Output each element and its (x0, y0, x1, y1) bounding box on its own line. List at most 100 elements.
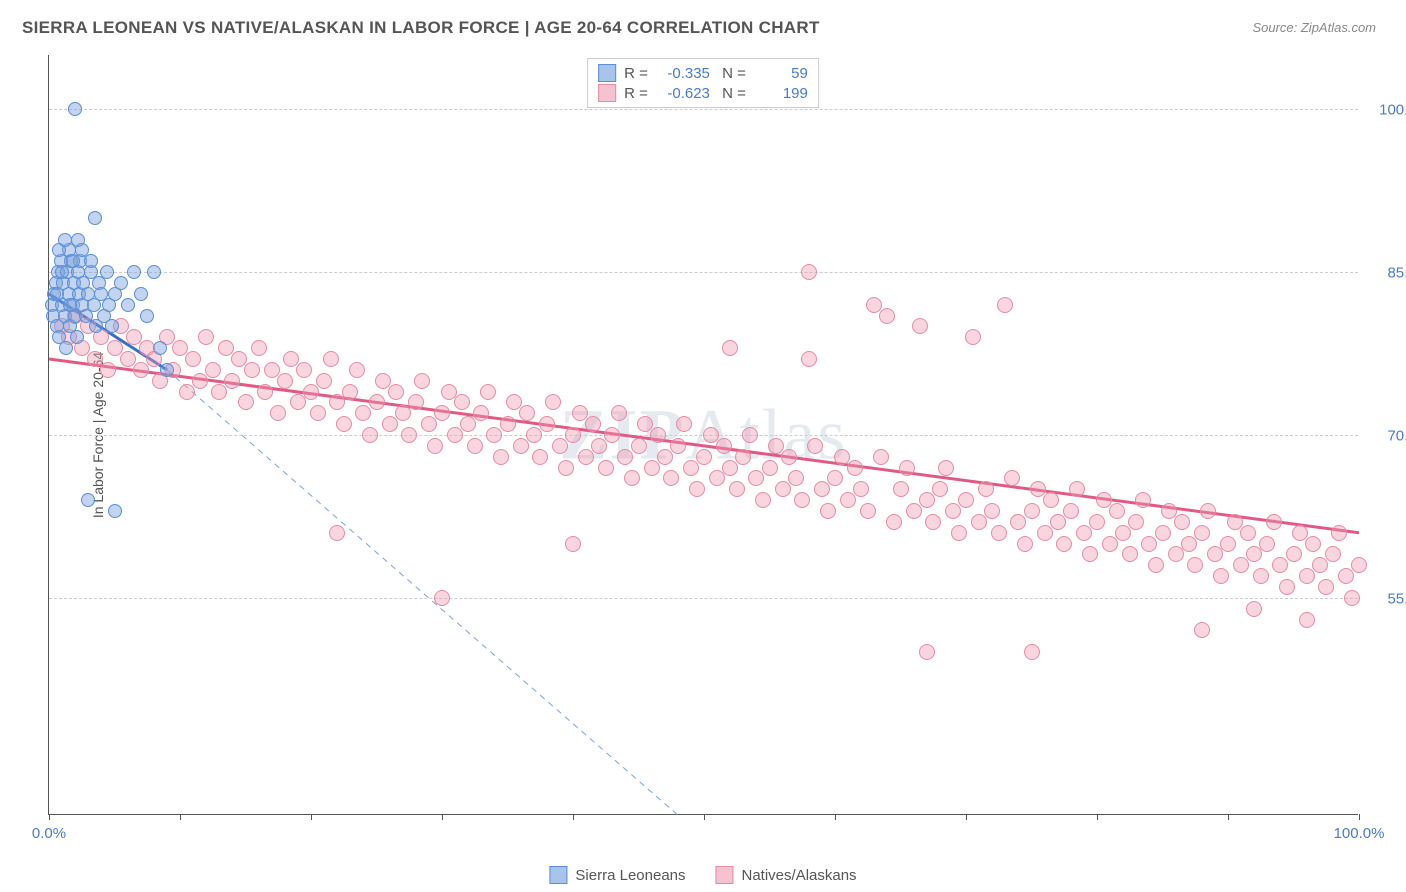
chart-title: SIERRA LEONEAN VS NATIVE/ALASKAN IN LABO… (22, 18, 820, 38)
data-point-natives (1115, 525, 1131, 541)
data-point-natives (794, 492, 810, 508)
data-point-natives (1102, 536, 1118, 552)
data-point-natives (342, 384, 358, 400)
data-point-natives (500, 416, 516, 432)
data-point-natives (198, 329, 214, 345)
data-point-natives (919, 492, 935, 508)
data-point-natives (552, 438, 568, 454)
data-point-natives (329, 525, 345, 541)
data-point-sierra (100, 265, 114, 279)
data-point-natives (211, 384, 227, 400)
data-point-natives (1168, 546, 1184, 562)
data-point-natives (598, 460, 614, 476)
data-point-natives (696, 449, 712, 465)
data-point-sierra (81, 493, 95, 507)
data-point-natives (775, 481, 791, 497)
data-point-natives (978, 481, 994, 497)
data-point-natives (827, 470, 843, 486)
x-tick-label: 100.0% (1334, 825, 1385, 842)
data-point-natives (1017, 536, 1033, 552)
data-point-natives (1299, 568, 1315, 584)
data-point-natives (644, 460, 660, 476)
data-point-natives (1253, 568, 1269, 584)
data-point-natives (879, 308, 895, 324)
data-point-sierra (70, 330, 84, 344)
data-point-sierra (140, 309, 154, 323)
data-point-natives (1128, 514, 1144, 530)
data-point-natives (1109, 503, 1125, 519)
data-point-natives (1272, 557, 1288, 573)
data-point-natives (1233, 557, 1249, 573)
data-point-natives (578, 449, 594, 465)
data-point-natives (1194, 622, 1210, 638)
data-point-natives (807, 438, 823, 454)
data-point-natives (486, 427, 502, 443)
data-point-natives (1141, 536, 1157, 552)
data-point-natives (650, 427, 666, 443)
data-point-natives (965, 329, 981, 345)
data-point-natives (1344, 590, 1360, 606)
swatch-natives (598, 84, 616, 102)
data-point-sierra (50, 287, 64, 301)
data-point-natives (958, 492, 974, 508)
data-point-sierra (84, 254, 98, 268)
data-point-natives (1043, 492, 1059, 508)
data-point-sierra (58, 233, 72, 247)
data-point-sierra (63, 298, 77, 312)
data-point-natives (1155, 525, 1171, 541)
data-point-natives (1024, 503, 1040, 519)
data-point-natives (336, 416, 352, 432)
y-tick-label: 85.0% (1370, 265, 1406, 282)
data-point-natives (762, 460, 778, 476)
data-point-natives (991, 525, 1007, 541)
y-tick-label: 70.0% (1370, 428, 1406, 445)
data-point-natives (624, 470, 640, 486)
data-point-natives (971, 514, 987, 530)
data-point-natives (355, 405, 371, 421)
source-label: Source: ZipAtlas.com (1252, 20, 1376, 35)
data-point-natives (277, 373, 293, 389)
data-point-sierra (121, 298, 135, 312)
data-point-natives (1246, 601, 1262, 617)
data-point-sierra (108, 504, 122, 518)
data-point-natives (755, 492, 771, 508)
data-point-sierra (127, 265, 141, 279)
data-point-natives (591, 438, 607, 454)
data-point-natives (408, 394, 424, 410)
data-point-natives (1135, 492, 1151, 508)
legend-label-natives: Natives/Alaskans (742, 867, 857, 884)
data-point-natives (388, 384, 404, 400)
data-point-natives (1004, 470, 1020, 486)
data-point-natives (205, 362, 221, 378)
correlation-legend: R = -0.335 N = 59 R = -0.623 N = 199 (587, 58, 819, 108)
data-point-natives (1207, 546, 1223, 562)
legend-row-natives: R = -0.623 N = 199 (598, 83, 808, 103)
data-point-sierra (147, 265, 161, 279)
x-tick-label: 0.0% (32, 825, 66, 842)
data-point-natives (912, 318, 928, 334)
data-point-natives (447, 427, 463, 443)
data-point-natives (1279, 579, 1295, 595)
r-value-sierra: -0.335 (656, 65, 710, 82)
data-point-natives (1174, 514, 1190, 530)
data-point-natives (657, 449, 673, 465)
data-point-natives (1312, 557, 1328, 573)
data-point-natives (1056, 536, 1072, 552)
data-point-natives (460, 416, 476, 432)
legend-item-natives: Natives/Alaskans (716, 866, 857, 884)
data-point-natives (473, 405, 489, 421)
data-point-natives (362, 427, 378, 443)
data-point-natives (1194, 525, 1210, 541)
n-value-sierra: 59 (754, 65, 808, 82)
data-point-natives (1122, 546, 1138, 562)
data-point-natives (631, 438, 647, 454)
data-point-natives (748, 470, 764, 486)
data-point-natives (742, 427, 758, 443)
data-point-natives (493, 449, 509, 465)
data-point-natives (611, 405, 627, 421)
data-point-natives (1050, 514, 1066, 530)
data-point-natives (820, 503, 836, 519)
data-point-natives (585, 416, 601, 432)
data-point-natives (925, 514, 941, 530)
data-point-natives (224, 373, 240, 389)
